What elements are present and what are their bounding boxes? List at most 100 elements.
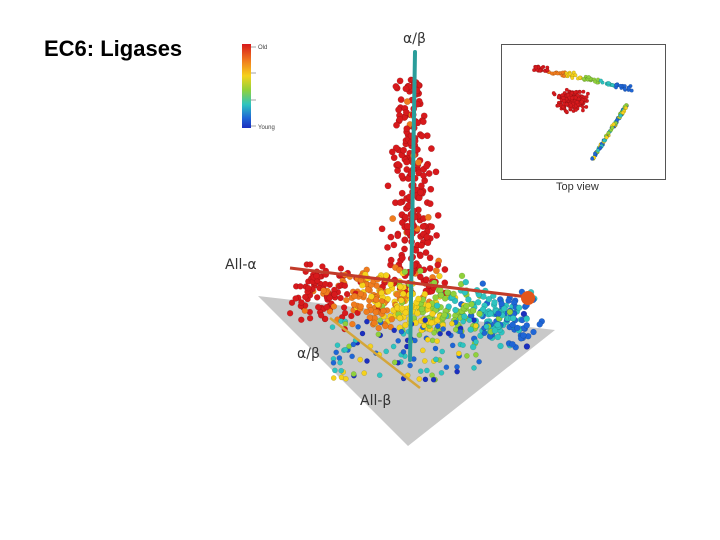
- data-point: [579, 99, 584, 104]
- data-point: [336, 355, 343, 361]
- data-point: [433, 356, 439, 363]
- data-point: [426, 200, 434, 208]
- data-point: [387, 233, 395, 241]
- data-point: [570, 75, 575, 80]
- data-point: [598, 145, 603, 150]
- data-point: [449, 342, 456, 349]
- data-point: [322, 280, 329, 288]
- data-point: [415, 158, 422, 166]
- data-point: [439, 348, 446, 355]
- data-point: [556, 94, 561, 99]
- data-point: [437, 330, 443, 337]
- data-point: [378, 289, 385, 297]
- data-point: [376, 372, 383, 379]
- data-point: [551, 91, 556, 96]
- data-point: [286, 310, 294, 317]
- data-point: [626, 86, 631, 91]
- data-point: [416, 252, 424, 260]
- data-point: [292, 295, 299, 302]
- data-point: [305, 284, 312, 292]
- data-point: [418, 305, 426, 313]
- data-point: [623, 105, 628, 110]
- data-point: [384, 243, 391, 251]
- data-point: [334, 342, 341, 349]
- data-point: [426, 254, 434, 262]
- data-point: [384, 182, 392, 190]
- data-point: [575, 93, 580, 98]
- data-point: [419, 347, 426, 354]
- data-point: [421, 322, 427, 329]
- data-point: [388, 316, 395, 323]
- data-point: [622, 86, 627, 91]
- data-point: [417, 368, 424, 375]
- data-point: [460, 318, 467, 325]
- data-point: [473, 351, 479, 358]
- data-point: [407, 362, 413, 369]
- data-point: [509, 321, 516, 328]
- data-point: [424, 213, 432, 221]
- data-point: [396, 199, 404, 207]
- data-point: [463, 302, 470, 310]
- data-point: [580, 108, 585, 113]
- data-point: [337, 359, 343, 366]
- data-point: [380, 307, 387, 315]
- data-point: [460, 342, 466, 349]
- data-point: [415, 295, 422, 303]
- data-point: [461, 313, 468, 320]
- data-point: [585, 91, 590, 96]
- data-point: [338, 367, 345, 374]
- horizontal-axis-end: [521, 291, 535, 305]
- data-point: [491, 327, 499, 334]
- data-point: [368, 293, 375, 300]
- data-point: [509, 341, 516, 348]
- data-point: [569, 91, 574, 96]
- data-point: [602, 138, 607, 143]
- data-point: [610, 125, 615, 130]
- data-point: [355, 323, 361, 330]
- data-point: [359, 330, 366, 337]
- data-point: [390, 343, 397, 350]
- data-point: [341, 309, 349, 317]
- top-view-inset: [501, 44, 666, 180]
- data-point: [584, 104, 589, 109]
- data-point: [491, 299, 498, 306]
- data-point: [454, 363, 460, 370]
- data-point: [350, 371, 357, 377]
- data-point: [315, 303, 322, 311]
- data-point: [357, 303, 364, 310]
- data-point: [373, 296, 380, 303]
- data-point: [417, 188, 424, 196]
- data-point: [567, 72, 572, 77]
- data-point: [383, 348, 390, 355]
- data-point: [581, 77, 586, 82]
- data-point: [343, 290, 351, 298]
- data-point: [390, 241, 398, 249]
- data-point: [397, 283, 404, 291]
- data-point: [402, 309, 409, 316]
- data-point: [428, 223, 435, 231]
- data-point: [424, 336, 431, 343]
- data-point: [378, 225, 386, 233]
- data-point: [450, 290, 457, 298]
- data-point: [462, 278, 469, 286]
- data-point: [555, 71, 560, 76]
- data-point: [501, 305, 508, 312]
- data-point: [561, 96, 566, 101]
- data-point: [497, 342, 504, 350]
- data-point: [434, 338, 440, 344]
- data-point: [398, 305, 406, 312]
- data-point: [298, 316, 305, 323]
- data-point: [441, 266, 449, 273]
- data-point: [452, 306, 459, 314]
- data-point: [586, 75, 591, 80]
- data-point: [437, 292, 445, 299]
- vertical-axis-label: α/β: [403, 31, 426, 47]
- data-point: [400, 348, 407, 355]
- data-point: [530, 328, 537, 336]
- data-point: [350, 341, 357, 348]
- data-point: [595, 148, 600, 153]
- data-point: [444, 289, 451, 296]
- slide-title: EC6: Ligases: [44, 36, 183, 61]
- data-point: [351, 292, 358, 300]
- data-point: [473, 322, 479, 329]
